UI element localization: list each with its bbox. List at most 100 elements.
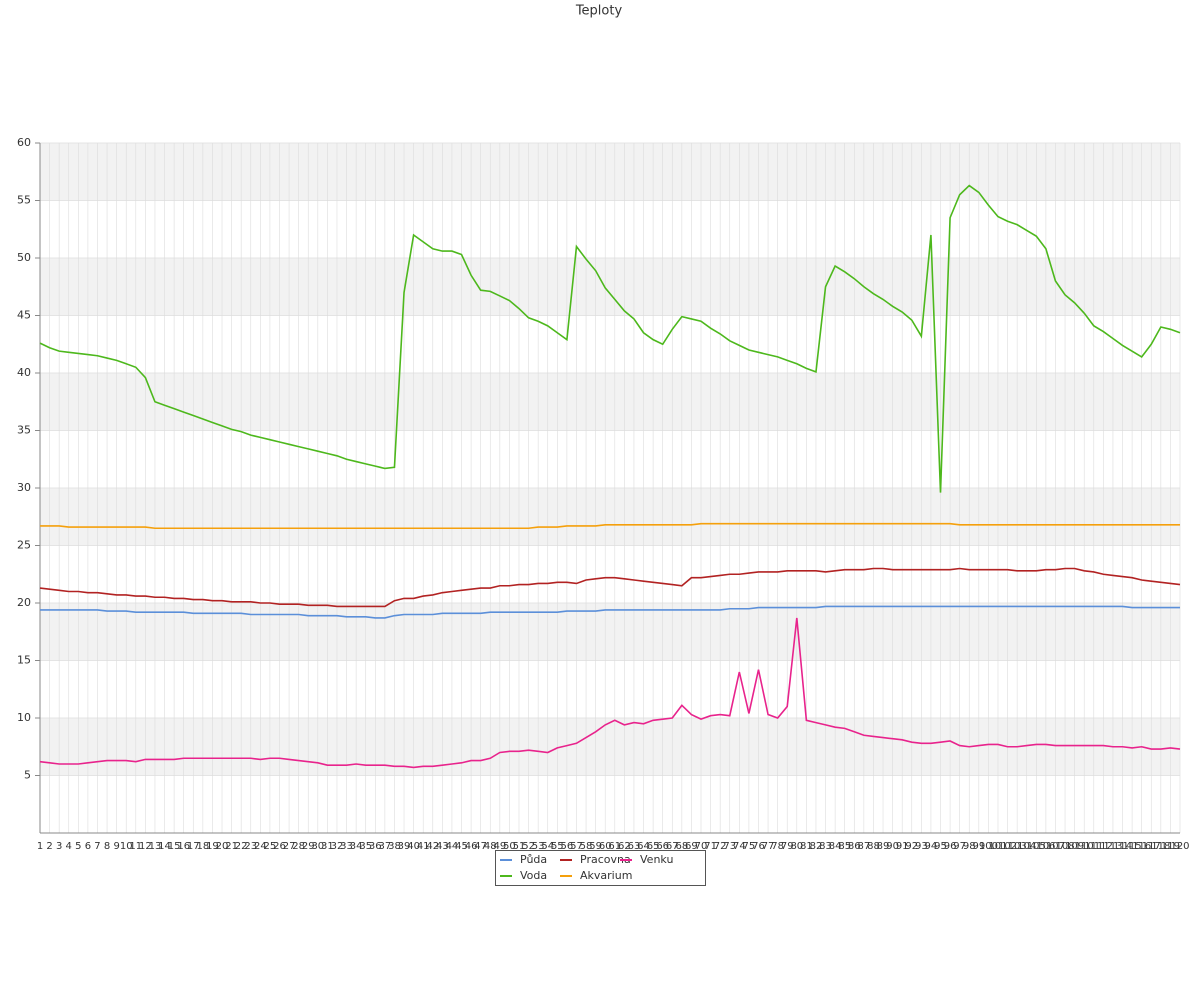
x-tick-label: 9 [113,841,119,852]
x-tick-label: 118 [1151,841,1170,852]
x-tick-label: 56 [561,841,574,852]
x-tick-label: 35 [359,841,372,852]
x-tick-label: 21 [225,841,238,852]
x-tick-label: 95 [934,841,947,852]
x-tick-label: 104 [1017,841,1036,852]
x-tick-label: 50 [503,841,516,852]
x-tick-label: 52 [522,841,535,852]
x-tick-label: 63 [628,841,641,852]
y-tick-label: 45 [17,309,31,322]
x-tick-label: 7 [94,841,100,852]
x-tick-label: 116 [1132,841,1151,852]
x-tick-label: 105 [1027,841,1046,852]
y-tick-label: 60 [17,136,31,149]
y-tick-label: 30 [17,481,31,494]
x-tick-label: 100 [979,841,998,852]
x-tick-label: 112 [1094,841,1113,852]
legend-label: Pracovna [580,853,631,866]
x-tick-label: 93 [915,841,928,852]
x-tick-label: 101 [988,841,1007,852]
band [40,718,1180,776]
x-tick-label: 41 [417,841,430,852]
x-tick-label: 17 [187,841,200,852]
chart-title: Teploty [575,4,623,19]
x-tick-label: 94 [925,841,938,852]
x-tick-label: 16 [177,841,190,852]
x-tick-label: 39 [398,841,411,852]
x-tick-label: 120 [1170,841,1189,852]
legend-label: Voda [520,869,547,882]
x-tick-label: 45 [455,841,468,852]
x-tick-label: 115 [1123,841,1142,852]
series-line [39,567,1181,608]
x-tick-label: 34 [350,841,363,852]
y-tick-label: 25 [17,539,31,552]
x-tick-label: 53 [532,841,545,852]
x-tick-label: 64 [637,841,650,852]
x-tick-label: 106 [1036,841,1055,852]
x-tick-label: 12 [139,841,152,852]
x-tick-label: 4 [66,841,72,852]
x-tick-label: 59 [589,841,602,852]
x-tick-label: 99 [972,841,985,852]
x-tick-label: 85 [838,841,851,852]
series-line [39,617,1181,769]
x-tick-label: 57 [570,841,583,852]
x-tick-label: 31 [321,841,334,852]
x-tick-label: 6 [85,841,91,852]
y-tick-label: 5 [24,769,31,782]
y-tick-label: 55 [17,194,31,207]
band [40,488,1180,546]
band [40,373,1180,431]
band [40,258,1180,316]
x-tick-label: 86 [848,841,861,852]
x-tick-label: 42 [426,841,439,852]
x-tick-label: 97 [953,841,966,852]
series-line [40,605,1180,619]
x-tick-label: 29 [302,841,315,852]
x-tick-label: 66 [656,841,669,852]
x-tick-label: 48 [484,841,497,852]
x-tick-label: 15 [168,841,181,852]
x-tick-label: 1 [37,841,43,852]
band [40,143,1180,201]
x-tick-label: 110 [1075,841,1094,852]
y-tick-label: 20 [17,596,31,609]
x-tick-label: 30 [311,841,324,852]
x-tick-label: 46 [465,841,478,852]
x-tick-label: 27 [283,841,296,852]
legend-label: Venku [640,853,673,866]
x-tick-label: 73 [723,841,736,852]
x-tick-label: 96 [944,841,957,852]
x-tick-label: 103 [1008,841,1027,852]
x-tick-label: 10 [120,841,133,852]
x-tick-label: 25 [264,841,277,852]
y-tick-label: 15 [17,654,31,667]
x-tick-label: 14 [158,841,171,852]
x-tick-label: 36 [369,841,382,852]
x-tick-label: 55 [551,841,564,852]
x-tick-label: 102 [998,841,1017,852]
x-tick-label: 80 [790,841,803,852]
x-tick-label: 77 [762,841,775,852]
x-tick-label: 60 [599,841,612,852]
x-tick-label: 43 [436,841,449,852]
x-tick-label: 111 [1084,841,1103,852]
x-tick-label: 22 [235,841,248,852]
x-tick-label: 20 [216,841,229,852]
x-tick-label: 75 [743,841,756,852]
x-tick-label: 58 [580,841,593,852]
legend-label: Půda [520,853,547,866]
x-tick-label: 18 [196,841,209,852]
x-tick-label: 61 [608,841,621,852]
x-tick-label: 8 [104,841,110,852]
x-tick-label: 5 [75,841,81,852]
x-tick-label: 88 [867,841,880,852]
x-tick-label: 54 [541,841,554,852]
legend-box [495,850,706,886]
x-tick-label: 44 [446,841,459,852]
band [40,603,1180,661]
x-tick-label: 113 [1103,841,1122,852]
x-tick-label: 40 [407,841,420,852]
